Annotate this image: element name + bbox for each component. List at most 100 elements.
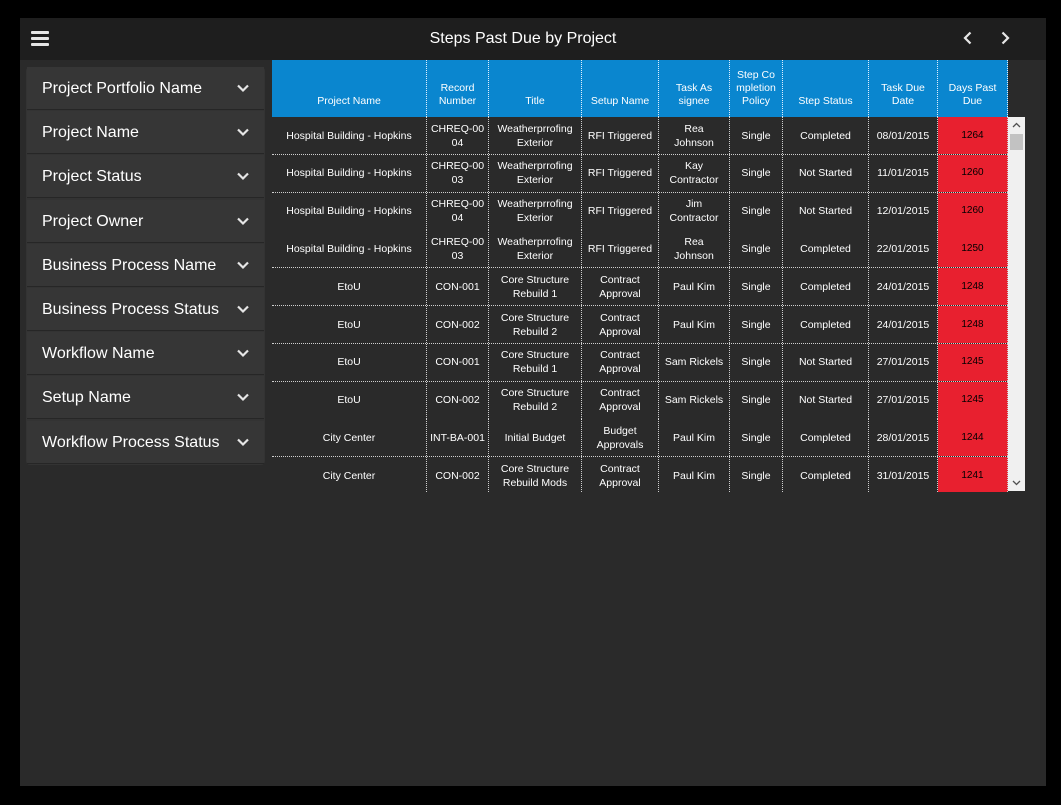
- header-col-task-due-date[interactable]: Task Due Date: [869, 60, 938, 117]
- filter-dropdown-setup-name[interactable]: Setup Name: [27, 376, 264, 420]
- chevron-right-icon[interactable]: [997, 30, 1013, 46]
- table-row[interactable]: EtoU CON-002 Core Structure Rebuild 2 Contr…: [272, 381, 1008, 420]
- cell-value: Paul Kim: [672, 280, 715, 293]
- cell-value: INT-BA-001: [430, 431, 485, 444]
- cell-days-past-due: 1264: [938, 117, 1008, 154]
- table-scrollbar[interactable]: [1008, 117, 1025, 491]
- cell-value: 28/01/2015: [876, 431, 930, 444]
- cell-value: Single: [741, 318, 771, 331]
- cell-setup-name: Contract Approval: [582, 306, 659, 343]
- header-label: Step Completion Policy: [736, 69, 776, 107]
- cell-value: 22/01/2015: [876, 242, 930, 255]
- cell-value: CHREQ-0003: [430, 160, 485, 187]
- cell-value: Sam Rickels: [664, 394, 724, 407]
- hamburger-menu-icon[interactable]: [31, 31, 49, 47]
- cell-value: Hospital Building - Hopkins: [286, 129, 412, 142]
- cell-value: RFI Triggered: [587, 167, 653, 180]
- table-row[interactable]: EtoU CON-001 Core Structure Rebuild 1 Contr…: [272, 268, 1008, 307]
- cell-step-status: Completed: [783, 230, 869, 268]
- cell-setup-name: Contract Approval: [582, 268, 659, 306]
- table-row[interactable]: Hospital Building - Hopkins CHREQ-0003 Wea…: [272, 230, 1008, 269]
- cell-task-assignee: Rea Johnson: [659, 230, 730, 268]
- cell-task-due-date: 27/01/2015: [869, 343, 938, 381]
- header-col-record-number[interactable]: Record Number: [427, 60, 489, 117]
- cell-value: Single: [741, 129, 771, 142]
- table-header: Project Name Record Number Title Setup Name…: [272, 60, 1008, 117]
- cell-step-completion-policy: Single: [730, 457, 783, 492]
- cell-task-assignee: Kay Contractor: [659, 154, 730, 192]
- table-row[interactable]: EtoU CON-002 Core Structure Rebuild 2 Contr…: [272, 306, 1008, 344]
- filter-dropdown-project-name[interactable]: Project Name: [27, 111, 264, 155]
- cell-step-completion-policy: Single: [730, 154, 783, 192]
- header-col-step-completion-policy[interactable]: Step Completion Policy: [730, 60, 783, 117]
- cell-value: Single: [741, 205, 771, 218]
- chevron-down-icon[interactable]: [236, 437, 250, 447]
- filter-dropdown-business-process-status[interactable]: Business Process Status: [27, 288, 264, 331]
- cell-value: RFI Triggered: [587, 205, 653, 218]
- cell-task-assignee: Sam Rickels: [659, 343, 730, 381]
- header-col-days-past-due[interactable]: Days Past Due: [938, 60, 1008, 117]
- chevron-down-icon[interactable]: [236, 171, 250, 181]
- cell-days-past-due: 1248: [938, 268, 1008, 306]
- cell-project-name: City Center: [272, 419, 427, 457]
- header-label: Step Status: [798, 95, 853, 107]
- header-col-title[interactable]: Title: [489, 60, 582, 117]
- cell-value: 08/01/2015: [876, 129, 930, 142]
- cell-title: Core Structure Rebuild 1: [489, 343, 582, 381]
- filter-dropdown-project-portfolio-name[interactable]: Project Portfolio Name: [27, 67, 264, 110]
- cell-task-assignee: Rea Johnson: [659, 117, 730, 154]
- filter-dropdown-project-status[interactable]: Project Status: [27, 155, 264, 199]
- chevron-down-icon[interactable]: [236, 216, 250, 226]
- header-col-setup-name[interactable]: Setup Name: [582, 60, 659, 117]
- table-row[interactable]: City Center INT-BA-001 Initial Budget Budge…: [272, 419, 1008, 458]
- cell-step-status: Completed: [783, 419, 869, 457]
- cell-value: RFI Triggered: [587, 242, 653, 255]
- filter-dropdown-project-owner[interactable]: Project Owner: [27, 199, 264, 243]
- cell-value: 27/01/2015: [876, 394, 930, 407]
- header-col-project-name[interactable]: Project Name: [272, 60, 427, 117]
- filter-dropdown-workflow-name[interactable]: Workflow Name: [27, 332, 264, 376]
- header-col-step-status[interactable]: Step Status: [783, 60, 869, 117]
- cell-value: 1250: [961, 242, 984, 254]
- cell-setup-name: RFI Triggered: [582, 117, 659, 154]
- cell-value: Weatherprrofing Exterior: [497, 235, 573, 262]
- cell-task-assignee: Paul Kim: [659, 306, 730, 343]
- cell-step-status: Not Started: [783, 154, 869, 192]
- filter-label: Project Portfolio Name: [42, 80, 203, 97]
- filter-dropdown-workflow-process-status[interactable]: Workflow Process Status: [27, 420, 264, 464]
- table-scroll-thumb[interactable]: [1010, 134, 1023, 150]
- filter-dropdown-business-process-name[interactable]: Business Process Name: [27, 243, 264, 287]
- scroll-down-icon[interactable]: [1008, 474, 1025, 491]
- cell-title: Core Structure Rebuild Mods: [489, 457, 582, 492]
- cell-value: 31/01/2015: [876, 469, 930, 482]
- cell-title: Weatherprrofing Exterior: [489, 230, 582, 268]
- cell-task-due-date: 12/01/2015: [869, 192, 938, 230]
- table-row[interactable]: Hospital Building - Hopkins CHREQ-0004 Wea…: [272, 192, 1008, 231]
- cell-task-assignee: Jim Contractor: [659, 192, 730, 230]
- cell-value: Core Structure Rebuild 1: [500, 349, 570, 376]
- cell-value: Single: [741, 469, 771, 482]
- table-row[interactable]: Hospital Building - Hopkins CHREQ-0003 Wea…: [272, 154, 1008, 193]
- table-row[interactable]: Hospital Building - Hopkins CHREQ-0004 Wea…: [272, 117, 1008, 155]
- app-screen: Steps Past Due by Project Project Portfo…: [20, 18, 1046, 786]
- table-row[interactable]: City Center CON-002 Core Structure Rebuild…: [272, 457, 1008, 492]
- table-row[interactable]: EtoU CON-001 Core Structure Rebuild 1 Contr…: [272, 343, 1008, 382]
- cell-value: EtoU: [337, 356, 361, 369]
- chevron-down-icon[interactable]: [236, 260, 250, 270]
- cell-value: Completed: [800, 129, 851, 142]
- cell-value: EtoU: [337, 394, 361, 407]
- header-col-task-assignee[interactable]: Task Assignee: [659, 60, 730, 117]
- cell-value: Hospital Building - Hopkins: [286, 242, 412, 255]
- cell-project-name: EtoU: [272, 268, 427, 306]
- chevron-down-icon[interactable]: [236, 392, 250, 402]
- cell-project-name: EtoU: [272, 306, 427, 343]
- cell-value: CHREQ-0003: [430, 235, 485, 262]
- chevron-down-icon[interactable]: [236, 348, 250, 358]
- chevron-down-icon[interactable]: [236, 304, 250, 314]
- chevron-down-icon[interactable]: [236, 83, 250, 93]
- cell-value: Paul Kim: [672, 318, 715, 331]
- chevron-left-icon[interactable]: [960, 30, 976, 46]
- cell-project-name: Hospital Building - Hopkins: [272, 117, 427, 154]
- chevron-down-icon[interactable]: [236, 127, 250, 137]
- scroll-up-icon[interactable]: [1008, 117, 1025, 134]
